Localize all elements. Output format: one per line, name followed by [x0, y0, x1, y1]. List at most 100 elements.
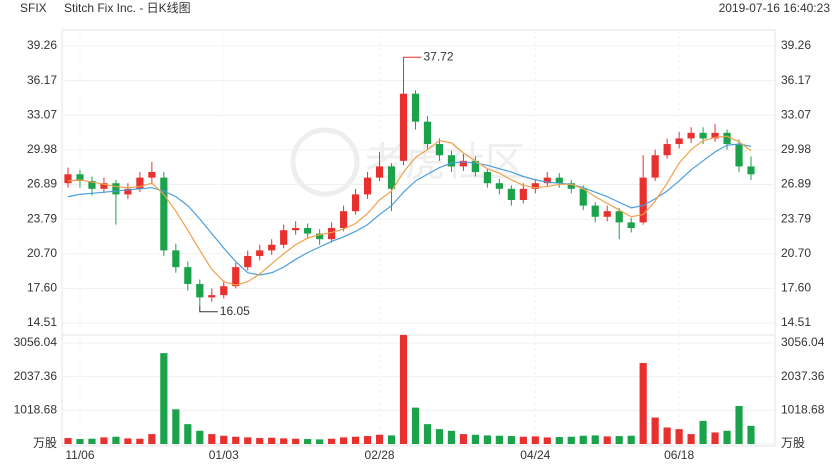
candle-body	[387, 166, 396, 189]
candle-body	[603, 211, 611, 217]
candle-body	[280, 230, 288, 245]
candle-body	[184, 267, 192, 284]
candle-body	[256, 250, 264, 256]
volume-bar	[375, 434, 384, 444]
candle-body	[555, 177, 563, 184]
candle-body	[423, 121, 432, 145]
volume-bar	[723, 430, 731, 444]
volume-bar	[555, 437, 563, 444]
candle-body	[567, 183, 575, 189]
watermark-logo	[290, 127, 360, 197]
volume-bar	[639, 363, 647, 444]
volume-bar	[232, 436, 240, 444]
volume-bar	[244, 437, 252, 444]
volume-tick-label-right: 1018.68	[781, 403, 825, 417]
candle-body	[88, 180, 96, 189]
candle-body	[148, 172, 156, 178]
candle-body	[64, 174, 72, 184]
candle-body	[375, 166, 384, 178]
candle-body	[483, 172, 491, 184]
volume-bar	[160, 353, 168, 444]
volume-bar	[304, 439, 312, 444]
volume-panel	[61, 334, 776, 447]
candle-body	[687, 132, 695, 139]
volume-tick-label: 万股	[33, 436, 57, 450]
volume-bar	[567, 436, 575, 444]
candle-body	[292, 227, 300, 231]
candle-body	[723, 132, 731, 145]
volume-bar	[423, 424, 432, 444]
candle-body	[615, 211, 623, 223]
candle-body	[399, 93, 408, 161]
volume-bar	[220, 435, 228, 444]
volume-bar	[603, 436, 611, 444]
volume-bar	[387, 435, 396, 444]
volume-bar	[411, 407, 420, 444]
volume-bar	[447, 430, 456, 444]
candle-body	[651, 155, 659, 178]
candle-body	[124, 188, 132, 195]
y-tick-label: 39.26	[27, 38, 57, 52]
y-tick-label: 23.79	[27, 211, 57, 225]
candle-body	[232, 267, 240, 287]
volume-bar	[507, 436, 515, 444]
volume-bar	[256, 438, 264, 444]
y-tick-label-right: 39.26	[781, 38, 811, 52]
volume-bar	[340, 437, 348, 444]
volume-bar	[495, 435, 503, 444]
candle-body	[663, 144, 671, 156]
low-leader	[199, 305, 218, 313]
candle-body	[495, 183, 503, 189]
volume-bar	[711, 432, 719, 444]
volume-bar	[651, 417, 659, 444]
y-tick-label-right: 14.51	[781, 315, 811, 329]
y-tick-label: 33.07	[27, 107, 57, 121]
x-tick-label: 02/28	[365, 448, 395, 462]
candle-body	[579, 188, 587, 206]
volume-bar	[280, 438, 288, 444]
y-tick-label: 29.98	[27, 142, 57, 156]
volume-bar	[148, 434, 156, 444]
candle-body	[591, 205, 599, 217]
y-tick-label-right: 26.89	[781, 177, 811, 191]
volume-bar	[747, 425, 755, 444]
volume-bar	[268, 437, 276, 444]
symbol: SFIX	[20, 1, 47, 15]
candle-body	[351, 194, 360, 212]
y-tick-label: 36.17	[27, 73, 57, 87]
volume-bar	[735, 405, 743, 444]
chart-title: Stitch Fix Inc. - 日K线图	[64, 1, 191, 15]
low-annotation: 16.05	[220, 304, 250, 318]
volume-bar	[100, 437, 108, 444]
y-tick-label-right: 36.17	[781, 73, 811, 87]
x-tick-label: 01/03	[209, 448, 239, 462]
volume-tick-label: 1018.68	[14, 403, 58, 417]
volume-tick-label-right: 2037.36	[781, 369, 825, 383]
candle-body	[471, 160, 479, 173]
y-tick-label: 17.60	[27, 281, 57, 295]
volume-bar	[88, 438, 96, 444]
volume-bar	[459, 434, 468, 444]
x-tick-label: 06/18	[664, 448, 694, 462]
volume-tick-label: 2037.36	[14, 369, 58, 383]
volume-bar	[435, 429, 444, 444]
volume-bar	[663, 427, 671, 444]
timestamp: 2019-07-16 16:40:23	[719, 1, 831, 15]
volume-bar	[172, 409, 180, 444]
candle-body	[435, 144, 444, 156]
candle-body	[160, 177, 168, 251]
candle-body	[136, 177, 144, 189]
y-tick-label: 26.89	[27, 177, 57, 191]
candle-body	[196, 283, 204, 298]
volume-tick-label-right: 万股	[781, 436, 805, 450]
candle-body	[363, 177, 372, 195]
y-tick-label-right: 23.79	[781, 211, 811, 225]
moving-average	[67, 143, 752, 276]
moving-average	[67, 135, 752, 286]
high-annotation: 37.72	[424, 49, 454, 63]
volume-bar	[615, 436, 623, 444]
volume-bar	[579, 435, 587, 444]
volume-bar	[531, 436, 539, 444]
candle-body	[447, 155, 456, 167]
